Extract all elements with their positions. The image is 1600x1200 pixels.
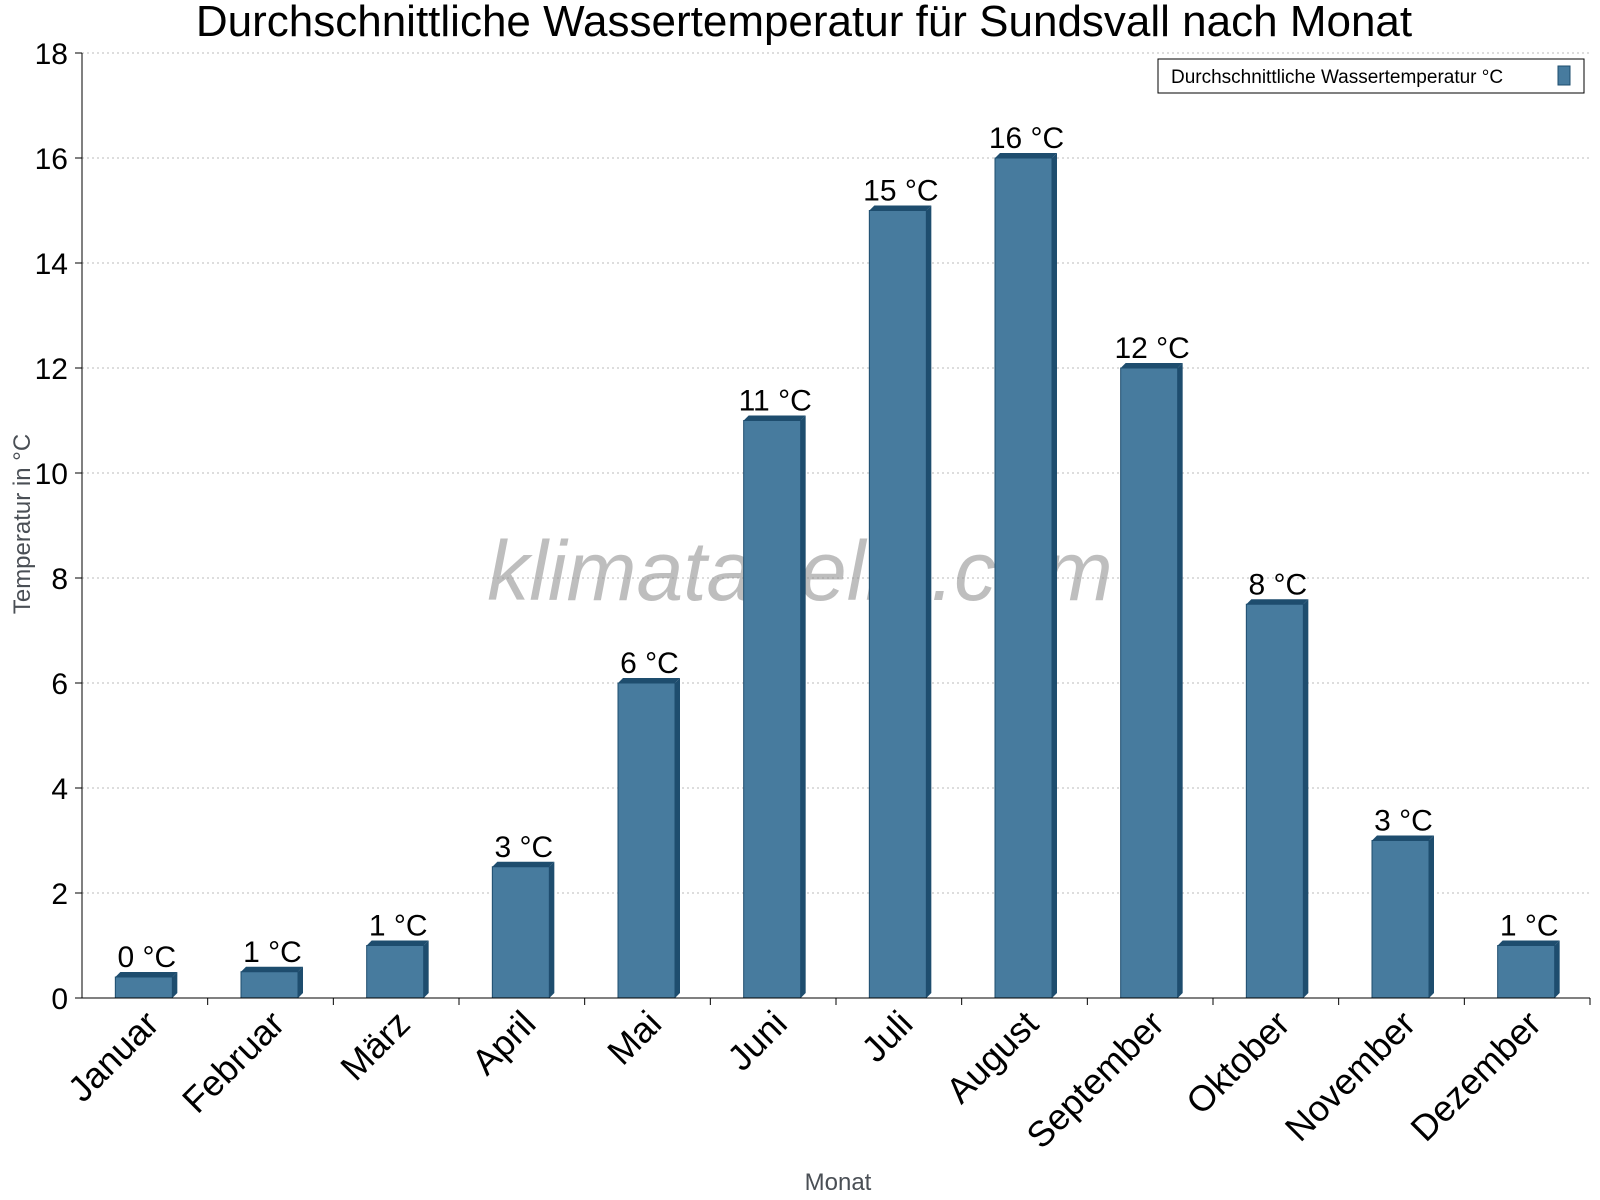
bar-top: [1372, 835, 1434, 841]
legend-entry-label: Durchschnittliche Wassertemperatur °C: [1171, 67, 1503, 88]
data-label: 1 °C: [243, 936, 302, 969]
bar-side: [1177, 363, 1183, 998]
bar-top: [743, 415, 806, 421]
y-tick-label: 2: [51, 878, 68, 911]
bar: [366, 945, 425, 999]
x-tick-label: Mai: [599, 1003, 669, 1073]
legend-box: [1157, 58, 1585, 94]
data-label: 3 °C: [494, 831, 553, 864]
bar: [1497, 945, 1556, 999]
bar-side: [675, 678, 680, 998]
bar-side: [172, 972, 178, 998]
x-tick-label: September: [1018, 1003, 1172, 1157]
data-label: 1 °C: [369, 910, 428, 943]
bar: [868, 210, 927, 999]
bar-top: [1497, 940, 1560, 946]
bar: [1371, 840, 1430, 999]
bar-side: [1554, 940, 1560, 998]
data-label: 16 °C: [989, 122, 1064, 155]
legend: Durchschnittliche Wassertemperatur °C: [1157, 58, 1585, 94]
bar: [1245, 603, 1304, 999]
bar-top: [618, 678, 680, 683]
bar: [617, 682, 676, 999]
bar: [491, 866, 550, 999]
bar-side: [800, 415, 806, 998]
y-tick-label: 10: [35, 458, 68, 491]
bar-side: [423, 940, 429, 998]
data-label: 3 °C: [1374, 805, 1433, 838]
bar-top: [492, 861, 555, 867]
bar-top: [241, 966, 303, 972]
y-axis-label: Temperatur in °C: [9, 434, 36, 614]
y-tick-label: 6: [51, 668, 68, 701]
bar-top: [869, 205, 932, 211]
x-tick-label: März: [332, 1003, 418, 1089]
y-tick-label: 12: [35, 353, 68, 386]
y-tick-label: 18: [35, 38, 68, 71]
x-tick-label: Juni: [719, 1003, 795, 1079]
bar-side: [926, 205, 932, 998]
x-tick-label: Oktober: [1178, 1003, 1298, 1123]
bar-side: [298, 966, 303, 998]
grid-layer: [82, 52, 1590, 894]
data-label: 12 °C: [1114, 332, 1189, 365]
bar-top: [1246, 599, 1309, 605]
bars-layer: 0 °C 1 °C 1 °C 3 °C 6 °C 11 °C 15 °C 16 °C 12 °C…: [114, 122, 1560, 999]
bar-side: [549, 861, 555, 998]
data-label: 1 °C: [1500, 910, 1559, 943]
bar: [114, 976, 173, 999]
bar: [240, 971, 299, 999]
x-tick-label: August: [938, 1003, 1046, 1111]
data-label: 11 °C: [739, 385, 812, 418]
y-tick-label: 4: [51, 773, 68, 806]
bar-top: [366, 940, 429, 946]
data-label: 0 °C: [117, 941, 176, 974]
bar-top: [995, 153, 1057, 158]
x-axis-label: Monat: [805, 1169, 872, 1196]
x-tick-label: Juli: [853, 1003, 920, 1070]
bar: [1120, 367, 1179, 999]
x-tick-label: April: [464, 1003, 544, 1083]
bar: [743, 420, 802, 999]
x-tick-label: Februar: [174, 1003, 292, 1121]
y-tick-label: 14: [35, 248, 68, 281]
y-tick-label: 8: [51, 563, 68, 596]
bar-top: [115, 972, 178, 977]
bar-side: [1303, 599, 1309, 998]
bar: [994, 157, 1053, 999]
legend-swatch: [1557, 65, 1571, 86]
data-label: 8 °C: [1248, 568, 1307, 601]
x-tick-label: Dezember: [1402, 1003, 1548, 1149]
y-tick-label: 16: [35, 143, 68, 176]
chart-title: Durchschnittliche Wassertemperatur für S…: [196, 0, 1412, 46]
bar-side: [1429, 835, 1434, 998]
x-tick-label: November: [1277, 1003, 1423, 1149]
bar-top: [1120, 363, 1183, 368]
data-label: 6 °C: [620, 647, 679, 680]
bar-side: [1052, 153, 1057, 998]
y-tick-label: 0: [51, 983, 68, 1016]
x-tick-label: Januar: [60, 1003, 167, 1110]
data-label: 15 °C: [863, 175, 938, 208]
